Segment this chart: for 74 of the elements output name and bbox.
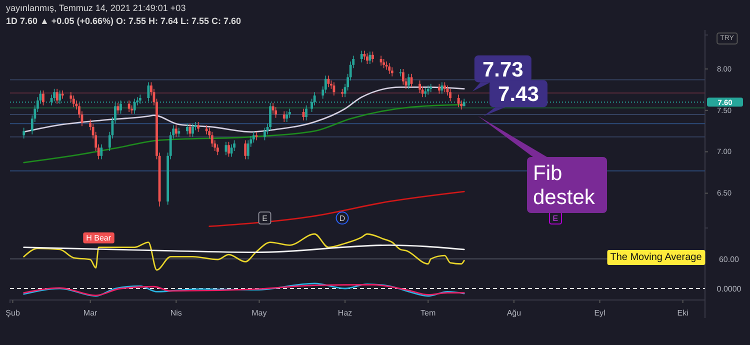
candlestick <box>269 102 272 130</box>
x-tick-label: Haz <box>338 308 352 318</box>
candlestick <box>368 52 372 64</box>
candlestick <box>457 94 460 108</box>
candlestick <box>210 132 214 147</box>
candlestick <box>363 50 366 60</box>
annotation: E <box>552 214 558 224</box>
speech-bubble: Fib destek <box>478 116 607 213</box>
candlestick <box>286 111 288 122</box>
candlestick <box>438 84 440 94</box>
ref-line-label: 0.0000 <box>716 284 742 294</box>
candlestick <box>178 128 180 137</box>
candlestick <box>440 82 444 94</box>
candlestick <box>430 84 432 92</box>
candlestick <box>205 125 208 134</box>
candlestick <box>72 95 75 108</box>
candlestick <box>449 88 452 102</box>
candlestick <box>192 124 194 137</box>
candlestick <box>408 74 410 89</box>
x-tick-label: May <box>252 308 267 318</box>
candlestick <box>380 56 382 66</box>
candlestick <box>272 102 274 114</box>
candlestick <box>305 105 308 120</box>
candlestick <box>230 144 233 157</box>
annotation: D <box>339 214 346 224</box>
candlestick <box>410 74 413 88</box>
candlestick <box>224 142 228 156</box>
candlestick <box>128 100 130 112</box>
line-series <box>208 190 465 228</box>
candlestick <box>399 68 402 76</box>
line-series <box>23 104 465 164</box>
x-tick-label: Tem <box>420 308 436 318</box>
candlestick <box>426 86 430 95</box>
annotation: E <box>262 214 268 224</box>
x-tick-label: Eki <box>677 308 689 318</box>
candlestick <box>327 76 330 88</box>
candlestick <box>228 142 230 157</box>
candlestick <box>216 144 219 156</box>
candlestick <box>402 68 404 85</box>
candlestick <box>390 67 394 76</box>
candlestick <box>360 50 363 62</box>
x-tick-label: Şub <box>6 308 20 318</box>
candlestick <box>56 88 58 104</box>
candlestick <box>264 128 266 140</box>
annotation: The Moving Average <box>610 252 702 263</box>
candlestick <box>116 102 120 114</box>
candlestick <box>385 62 388 70</box>
candlestick <box>246 140 250 160</box>
x-tick-label: Eyl <box>594 308 606 318</box>
chart-title: yayınlanmış, Temmuz 14, 2021 21:49:01 +03 <box>6 3 186 13</box>
candlestick <box>53 88 56 102</box>
candlestick <box>255 132 258 140</box>
annotation: Fib destek <box>533 162 596 209</box>
candlestick <box>302 108 305 120</box>
candlestick <box>444 82 446 92</box>
line-series <box>23 86 465 133</box>
candlestick <box>418 80 421 93</box>
candlestick <box>42 90 44 106</box>
annotation: 7.73 <box>482 58 524 82</box>
candlestick <box>61 90 64 99</box>
chart-subtitle: 1D 7.60 ▲ +0.05 (+0.66%) O: 7.55 H: 7.64 L: 7.55 C: 7.60 <box>6 16 242 26</box>
x-tick-label: Mar <box>83 308 98 318</box>
candlestick <box>244 140 247 160</box>
candlestick <box>332 82 336 96</box>
candlestick <box>100 144 103 160</box>
x-tick-label: Ağu <box>506 308 522 318</box>
candlestick <box>188 124 192 137</box>
candlestick <box>252 132 255 143</box>
text: 60.00 <box>718 254 740 264</box>
candlestick <box>174 125 178 137</box>
x-tick-label: Nis <box>170 308 182 318</box>
annotation: H Bear <box>86 233 112 242</box>
candlestick <box>282 111 286 122</box>
annotation: 7.43 <box>498 83 539 106</box>
